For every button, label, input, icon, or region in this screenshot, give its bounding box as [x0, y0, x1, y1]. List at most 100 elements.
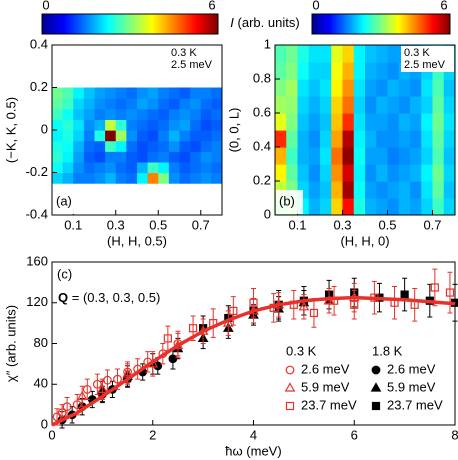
- heatmap-cell: [376, 198, 389, 215]
- heatmap-cell: [387, 147, 400, 165]
- heatmap-cell: [158, 108, 170, 120]
- heatmap-cell: [308, 79, 321, 97]
- marker: [57, 408, 67, 418]
- heatmap-cell: [365, 130, 377, 148]
- colorbar: [311, 13, 451, 35]
- heatmap-cell: [115, 98, 127, 110]
- heatmap-cell: [297, 79, 310, 97]
- marker: [163, 334, 172, 343]
- heatmap-cell: [286, 45, 299, 63]
- x-tick-label: 2: [149, 427, 156, 442]
- heatmap-cell: [331, 164, 344, 182]
- heatmap-cell: [179, 87, 191, 99]
- heatmap-cell: [190, 151, 202, 163]
- heatmap-cell: [105, 161, 117, 174]
- heatmap-cell: [168, 151, 181, 163]
- annotation: 0.3 K: [171, 47, 197, 59]
- heatmap-cell: [443, 198, 455, 215]
- y-tick-label: 40: [34, 376, 48, 391]
- heatmap-cell: [168, 108, 181, 120]
- heatmap-cell: [137, 130, 149, 142]
- heatmap-cell: [342, 164, 355, 182]
- error-bar: [135, 358, 141, 380]
- heatmap-cell: [179, 119, 191, 131]
- error-bar: [311, 298, 317, 328]
- heatmap-cell: [105, 98, 117, 110]
- heatmap-cell: [190, 140, 202, 152]
- heatmap-cell: [62, 161, 74, 174]
- heatmap-cell: [432, 147, 445, 165]
- heatmap-cell: [297, 181, 310, 199]
- heatmap-cell: [353, 113, 366, 131]
- heatmap-cell: [410, 164, 422, 182]
- heatmap-cell: [353, 96, 366, 114]
- legend-title: 0.3 K: [286, 343, 317, 358]
- heatmap-cell: [365, 62, 377, 80]
- heatmap-cell: [137, 161, 149, 174]
- colorbar-tick-label: 6: [440, 0, 447, 12]
- panel-label-box: [53, 190, 80, 214]
- heatmap-cell: [115, 172, 127, 184]
- x-tick-label: 0.1: [64, 217, 82, 232]
- error-bar: [84, 378, 90, 401]
- heatmap-cell: [126, 172, 138, 184]
- heatmap-cell: [275, 96, 287, 114]
- heatmap-cell: [421, 164, 434, 182]
- y-tick-label: 0.4: [30, 36, 48, 51]
- heatmap-cell: [365, 113, 377, 131]
- heatmap-cell: [200, 140, 212, 152]
- heatmap-cell: [158, 140, 170, 152]
- q-symbol: Q: [58, 290, 68, 305]
- heatmap-cell: [73, 108, 85, 120]
- heatmap-cell: [83, 151, 96, 163]
- heatmap-cell: [137, 140, 149, 152]
- heatmap-cell: [308, 164, 321, 182]
- heatmap-cell: [52, 151, 64, 163]
- heatmap-cell: [83, 161, 96, 174]
- heatmap-cell: [62, 140, 74, 152]
- x-tick-label: 0.1: [288, 217, 306, 232]
- legend-label: 2.6 meV: [387, 361, 436, 376]
- heatmap-cell: [179, 161, 191, 174]
- heatmap-cell: [421, 113, 434, 131]
- error-bar: [392, 285, 398, 320]
- heatmap-cell: [387, 79, 400, 97]
- heatmap-cell: [147, 108, 159, 120]
- heatmap-cell: [286, 79, 299, 97]
- heatmap-cell: [308, 45, 321, 63]
- heatmap-cell: [421, 96, 434, 114]
- x-tick-label: 4: [250, 427, 257, 442]
- heatmap-cell: [432, 164, 445, 182]
- heatmap-cell: [94, 119, 106, 131]
- heatmap-cell: [320, 130, 332, 148]
- heatmap-cell: [52, 108, 64, 120]
- y-tick-label: 0: [41, 416, 48, 431]
- heatmap-cell: [179, 130, 191, 142]
- heatmap-cell: [126, 87, 138, 99]
- heatmap-cell: [158, 151, 170, 163]
- heatmap-cell: [211, 172, 222, 184]
- heatmap-cell: [320, 45, 332, 63]
- heatmap-cell: [410, 198, 422, 215]
- y-tick-label: 0.2: [253, 172, 271, 187]
- heatmap-cell: [353, 79, 366, 97]
- colorbar-tick-label: 0: [312, 0, 319, 12]
- heatmap-cell: [320, 79, 332, 97]
- x-axis-label: ħω (meV): [225, 443, 281, 458]
- heatmap-cell: [168, 119, 181, 131]
- marker: [400, 290, 409, 299]
- heatmap-cell: [365, 45, 377, 63]
- heatmap-cell: [179, 98, 191, 110]
- heatmap-cell: [286, 181, 299, 199]
- legend-label: 5.9 meV: [387, 379, 436, 394]
- y-tick-label: 0.2: [30, 79, 48, 94]
- heatmap-cell: [387, 113, 400, 131]
- heatmap-cell: [147, 140, 159, 152]
- heatmap-cell: [94, 172, 106, 184]
- heatmap-cell: [190, 119, 202, 131]
- error-bar: [145, 351, 151, 373]
- heatmap-cell: [94, 130, 106, 142]
- marker: [76, 390, 88, 401]
- error-bar: [326, 287, 332, 314]
- heatmap-cell: [137, 87, 149, 99]
